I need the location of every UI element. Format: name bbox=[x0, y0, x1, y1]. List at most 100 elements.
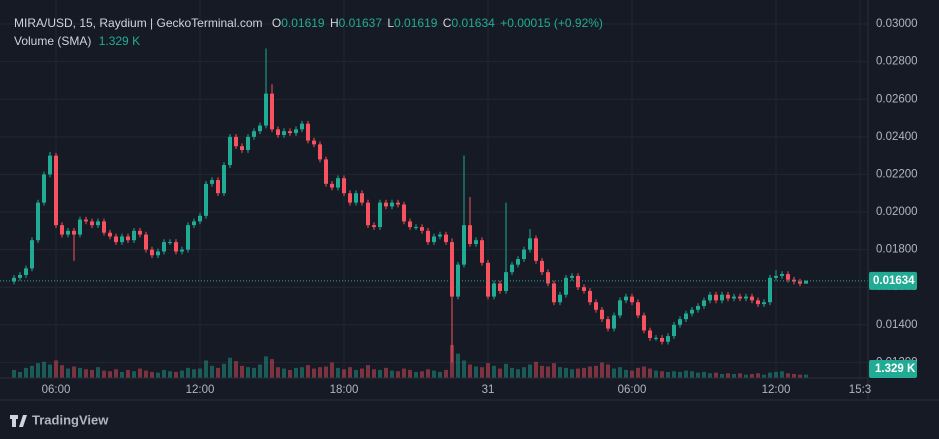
volume-bar bbox=[36, 363, 40, 378]
volume-bar bbox=[90, 369, 94, 378]
volume-legend: Volume (SMA) 1.329 K bbox=[14, 34, 140, 48]
volume-bar bbox=[606, 364, 610, 378]
ohlc-value: 0.01637 bbox=[339, 16, 383, 30]
candle-body bbox=[336, 178, 340, 188]
volume-bar bbox=[696, 372, 700, 378]
volume-bar bbox=[270, 359, 274, 378]
volume-bar bbox=[438, 371, 442, 378]
volume-bar bbox=[342, 369, 346, 378]
candle-body bbox=[270, 93, 274, 130]
volume-bar bbox=[804, 374, 808, 378]
volume-bar bbox=[582, 367, 586, 378]
volume-bar bbox=[522, 367, 526, 378]
volume-bar bbox=[684, 370, 688, 378]
candle-body bbox=[258, 125, 262, 132]
candle-body bbox=[666, 336, 670, 342]
y-tick-label: 0.01800 bbox=[876, 244, 918, 256]
volume-bar bbox=[300, 367, 304, 378]
candle-body bbox=[726, 294, 730, 299]
volume-bar bbox=[738, 373, 742, 378]
candle-body bbox=[792, 279, 796, 282]
volume-bar bbox=[96, 367, 100, 378]
volume-bar bbox=[648, 368, 652, 378]
candle-body bbox=[162, 242, 166, 252]
candle-body bbox=[330, 183, 334, 188]
candle-body bbox=[312, 140, 316, 145]
candle-body bbox=[786, 274, 790, 280]
candle-body bbox=[582, 287, 586, 291]
volume-bar bbox=[330, 362, 334, 378]
x-tick-label: 06:00 bbox=[42, 384, 71, 396]
candle-body bbox=[426, 230, 430, 243]
candle-body bbox=[408, 221, 412, 228]
volume-bar bbox=[408, 369, 412, 378]
volume-bar bbox=[594, 365, 598, 378]
candle-body bbox=[114, 236, 118, 243]
volume-bar bbox=[444, 369, 448, 378]
volume-bar bbox=[510, 367, 514, 378]
candle-body bbox=[738, 296, 742, 299]
candle-body bbox=[444, 234, 448, 243]
ohlc-value: 0.01619 bbox=[394, 16, 438, 30]
volume-bar bbox=[204, 360, 208, 378]
volume-bar bbox=[168, 371, 172, 378]
candle-body bbox=[750, 296, 754, 301]
volume-bar bbox=[402, 368, 406, 378]
candle-body bbox=[732, 296, 736, 299]
candle-body bbox=[624, 296, 628, 301]
x-tick-label: 06:00 bbox=[618, 384, 647, 396]
candle-body bbox=[432, 236, 436, 243]
volume-bar bbox=[210, 365, 214, 378]
volume-tag-label: 1.329 K bbox=[875, 363, 916, 375]
candle-body bbox=[390, 202, 394, 207]
volume-bar bbox=[666, 371, 670, 378]
volume-bar bbox=[798, 374, 802, 378]
volume-bar bbox=[564, 367, 568, 378]
volume-bar bbox=[264, 356, 268, 378]
candle-body bbox=[396, 202, 400, 205]
candle-body bbox=[198, 215, 202, 222]
candle-body bbox=[462, 225, 466, 265]
candle-body bbox=[180, 249, 184, 252]
volume-bar bbox=[234, 361, 238, 378]
volume-bar bbox=[150, 371, 154, 378]
volume-bar bbox=[192, 369, 196, 378]
volume-bar bbox=[120, 371, 124, 378]
volume-bar bbox=[306, 365, 310, 378]
volume-bar bbox=[126, 369, 130, 378]
candle-body bbox=[618, 300, 622, 316]
volume-bar bbox=[72, 366, 76, 378]
candle-body bbox=[252, 131, 256, 137]
volume-bar bbox=[462, 360, 466, 378]
volume-bar bbox=[600, 362, 604, 378]
candle-body bbox=[414, 227, 418, 229]
volume-bar bbox=[336, 367, 340, 378]
candle-body bbox=[702, 300, 706, 307]
volume-bar bbox=[504, 363, 508, 378]
volume-bar bbox=[222, 363, 226, 378]
candle-body bbox=[690, 309, 694, 314]
volume-bar bbox=[546, 366, 550, 378]
symbol-title: MIRA/USD, 15, Raydium | GeckoTerminal.co… bbox=[14, 16, 263, 30]
candle-body bbox=[192, 221, 196, 226]
candle-body bbox=[636, 302, 640, 316]
candle-body bbox=[474, 240, 478, 244]
volume-bar bbox=[654, 370, 658, 378]
volume-bar bbox=[486, 363, 490, 378]
volume-bar bbox=[678, 371, 682, 378]
volume-bar bbox=[762, 374, 766, 378]
volume-bar bbox=[24, 367, 28, 378]
candle-body bbox=[600, 309, 604, 320]
candle-body bbox=[672, 324, 676, 337]
candle-body bbox=[756, 300, 760, 305]
candle-body bbox=[264, 93, 268, 126]
candle-body bbox=[216, 180, 220, 194]
candle-body bbox=[84, 219, 88, 222]
volume-bar bbox=[774, 371, 778, 378]
volume-bar bbox=[690, 371, 694, 378]
y-tick-label: 0.02800 bbox=[876, 56, 918, 68]
volume-bar bbox=[288, 369, 292, 378]
last-price-tag bbox=[869, 271, 917, 290]
candle-body bbox=[552, 283, 556, 303]
candle-body bbox=[570, 275, 574, 278]
